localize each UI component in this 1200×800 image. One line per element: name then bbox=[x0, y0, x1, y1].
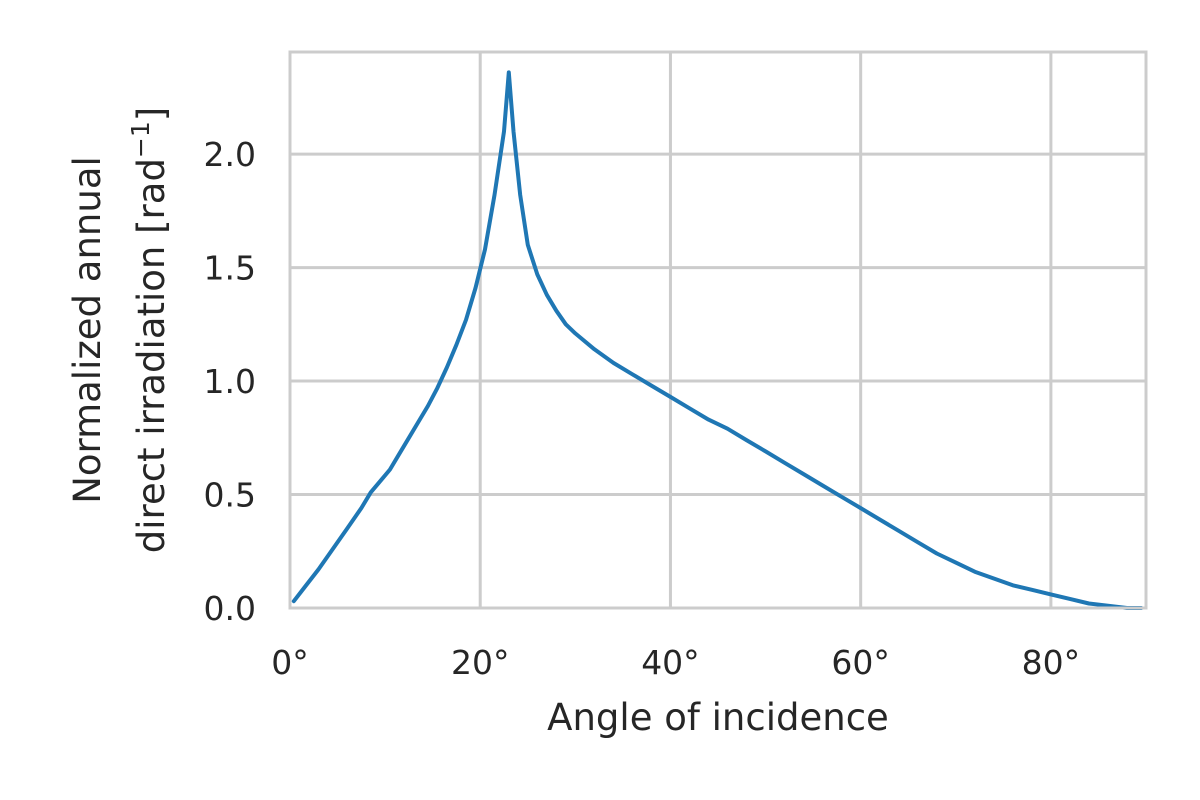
y-tick-label: 2.0 bbox=[204, 135, 256, 174]
x-tick-label: 0° bbox=[271, 643, 309, 682]
plot-background bbox=[290, 52, 1146, 608]
y-axis-title-line-2: direct irradiation [rad−1] bbox=[126, 107, 173, 553]
y-axis-title-suffix: ] bbox=[130, 107, 173, 121]
y-tick-label: 0.5 bbox=[204, 476, 256, 515]
x-axis-title: Angle of incidence bbox=[547, 696, 889, 739]
x-tick-labels: 0° 20° 40° 60° 80° bbox=[271, 643, 1080, 682]
x-tick-label: 40° bbox=[641, 643, 700, 682]
y-tick-label: 1.5 bbox=[204, 249, 256, 288]
y-axis-title-superscript: −1 bbox=[126, 121, 155, 158]
x-tick-label: 60° bbox=[831, 643, 890, 682]
x-tick-label: 80° bbox=[1022, 643, 1081, 682]
y-axis-title-main: direct irradiation [rad bbox=[130, 158, 173, 553]
series-line bbox=[291, 70, 1144, 610]
y-tick-label: 1.0 bbox=[204, 362, 256, 401]
plot-frame bbox=[288, 50, 1148, 610]
y-tick-label: 0.0 bbox=[204, 589, 256, 628]
y-tick-labels: 0.0 0.5 1.0 1.5 2.0 bbox=[204, 135, 256, 628]
y-axis-title-line-1: Normalized annual bbox=[66, 156, 109, 504]
x-tick-label: 20° bbox=[451, 643, 510, 682]
